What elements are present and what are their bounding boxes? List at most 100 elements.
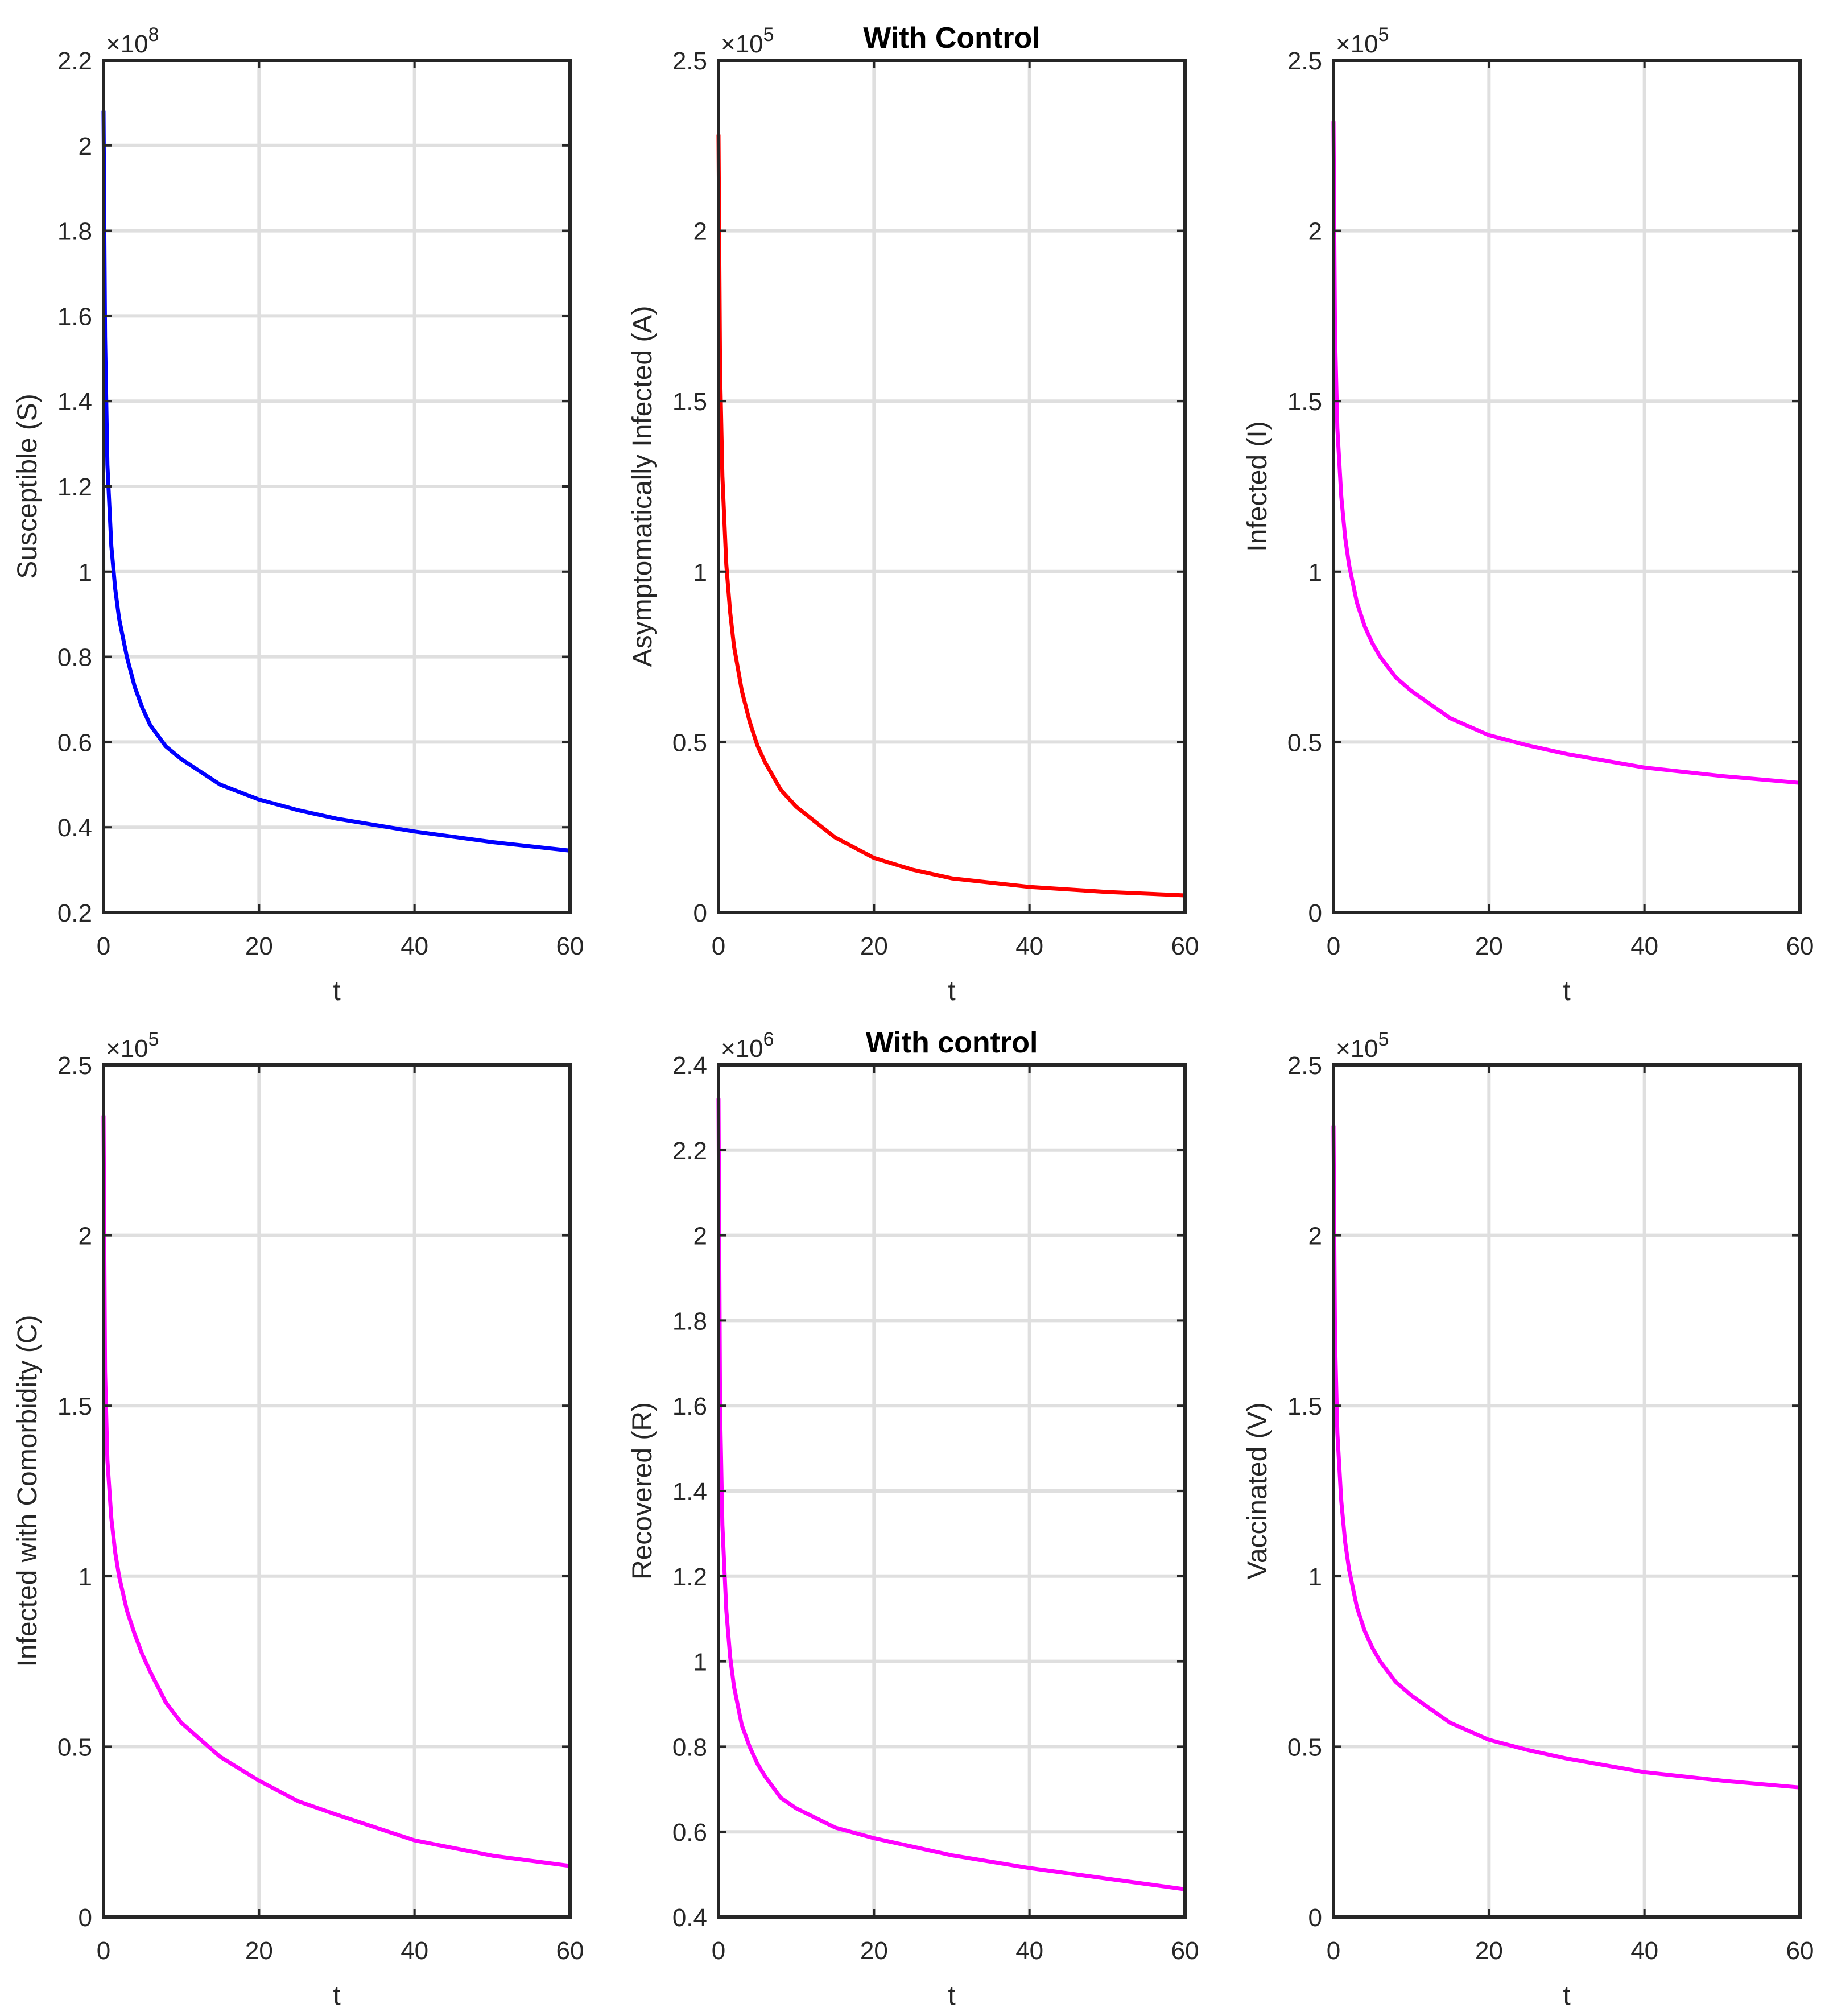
chart2-x-tick-label: 60 [1171, 932, 1199, 960]
chart2-y-tick-label: 0.5 [672, 729, 707, 757]
chart5-y-tick-label: 1 [693, 1649, 707, 1676]
chart3-x-tick-label: 20 [1475, 932, 1503, 960]
chart6-x-tick-label: 60 [1786, 1937, 1814, 1965]
chart3-series-line [1331, 119, 1802, 785]
chart3-y-tick-label: 1 [1308, 559, 1322, 586]
chart5-exponent-base: ×10 [721, 1035, 763, 1063]
chart6-y-label: Vaccinated (V) [1242, 1402, 1273, 1579]
chart5-y-tick-label: 0.8 [672, 1733, 707, 1761]
chart4-x-tick-label: 20 [245, 1937, 273, 1965]
chart1-x-tick-label: 60 [556, 932, 584, 960]
chart1-y-tick-label: 0.6 [57, 729, 92, 757]
chart1-x-tick-label: 20 [245, 932, 273, 960]
chart2-x-tick-label: 0 [712, 932, 725, 960]
chart5-x-tick-label: 20 [860, 1937, 888, 1965]
chart2-plot-area [719, 60, 1185, 912]
chart5-y-label: Recovered (R) [627, 1402, 658, 1580]
chart6-y-tick-label: 2.5 [1287, 1052, 1322, 1080]
chart2-y-tick-label: 1.5 [672, 388, 707, 416]
chart6-y-tick-label: 0 [1308, 1904, 1322, 1932]
chart6-y-exponent: ×105 [1336, 1028, 1389, 1063]
chart1-y-tick-label: 0.2 [57, 899, 92, 927]
chart5-y-tick-label: 0.4 [672, 1904, 707, 1932]
chart1-series-line [101, 109, 572, 853]
chart2-y-exponent: ×105 [721, 24, 774, 58]
chart3-y-tick-label: 2.5 [1287, 47, 1322, 75]
chart4-x-tick-label: 40 [400, 1937, 428, 1965]
chart5-y-tick-label: 1.4 [672, 1478, 707, 1506]
chart5-y-tick-label: 1.6 [672, 1393, 707, 1420]
chart3-y-label: Infected (I) [1242, 421, 1273, 551]
chart2-y-tick-label: 0 [693, 899, 707, 927]
chart6-axes-box [1332, 1063, 1802, 1919]
chart4-x-tick-label: 0 [97, 1937, 110, 1965]
chart5-x-tick-label: 0 [712, 1937, 725, 1965]
chart4-exponent-power: 5 [148, 1028, 159, 1050]
chart5-axes-box [717, 1063, 1187, 1919]
chart6-x-tick-label: 20 [1475, 1937, 1503, 1965]
chart1-axes-box [102, 59, 572, 914]
chart4-y-tick-label: 2 [79, 1222, 92, 1250]
chart4-x-label: t [333, 1981, 340, 2011]
chart3-y-exponent: ×105 [1336, 24, 1389, 58]
chart3-y-tick-label: 2 [1308, 218, 1322, 246]
chart2-exponent-power: 5 [763, 24, 774, 46]
chart4-y-tick-label: 1 [79, 1563, 92, 1591]
chart2-x-tick-label: 40 [1015, 932, 1043, 960]
chart3-x-tick-label: 0 [1327, 932, 1340, 960]
chart2-y-tick-label: 2 [693, 218, 707, 246]
chart2-y-tick-label: 1 [693, 559, 707, 586]
chart5-y-tick-label: 0.6 [672, 1819, 707, 1846]
chart3-axes-box [1332, 59, 1802, 914]
chart4-x-tick-label: 60 [556, 1937, 584, 1965]
chart6-exponent-base: ×10 [1336, 1035, 1378, 1063]
chart4-plot-area [104, 1065, 570, 1917]
chart1-y-tick-label: 1 [79, 559, 92, 586]
chart1-y-exponent: ×108 [106, 24, 159, 58]
chart6-axes: 0 20 40 60 0 0.5 1 1.5 2 2.5 t Vaccinated (V) ×105 [1242, 1028, 1814, 2011]
chart6-x-tick-label: 0 [1327, 1937, 1340, 1965]
chart6-series-line [1331, 1124, 1802, 1790]
chart6-plot-area [1333, 1065, 1800, 1917]
chart2-exponent-base: ×10 [721, 30, 763, 58]
chart5-y-exponent: ×106 [721, 1028, 774, 1063]
chart3-x-label: t [1563, 976, 1570, 1006]
chart3-x-tick-label: 40 [1630, 932, 1658, 960]
chart2-y-tick-label: 2.5 [672, 47, 707, 75]
chart1-exponent-base: ×10 [106, 30, 148, 58]
chart2-axes: 0 20 40 60 0 0.5 1 1.5 2 2.5 t Asymptomatically Inf… [627, 22, 1199, 1006]
chart1-y-tick-label: 0.4 [57, 814, 92, 842]
chart6-y-tick-label: 1.5 [1287, 1393, 1322, 1420]
chart2-x-label: t [948, 976, 955, 1006]
chart4-axes: 0 20 40 60 0 0.5 1 1.5 2 2.5 t Infected with Comorb… [13, 1028, 584, 2011]
chart5-y-tick-label: 2 [693, 1222, 707, 1250]
chart5-title: With control [866, 1026, 1038, 1059]
chart2-axes-box [717, 59, 1187, 914]
chart4-y-tick-label: 0.5 [57, 1733, 92, 1761]
chart6-x-label: t [1563, 1981, 1570, 2011]
chart3-y-tick-label: 0 [1308, 899, 1322, 927]
chart5-axes: 0 20 40 60 0.4 0.6 0.8 1 1.2 1.4 1.6 1.8 2 2.2 2.4 t Rec… [627, 1026, 1199, 2011]
chart2-y-label: Asymptomatically Infected (A) [627, 306, 658, 667]
chart1-y-label: Susceptible (S) [13, 394, 43, 579]
chart3-axes: 0 20 40 60 0 0.5 1 1.5 2 2.5 t Infected (I) ×105 [1242, 24, 1814, 1006]
chart1-x-label: t [333, 976, 340, 1006]
chart5-y-tick-label: 2.4 [672, 1052, 707, 1080]
chart5-y-tick-label: 2.2 [672, 1137, 707, 1165]
chart5-exponent-power: 6 [763, 1028, 774, 1050]
chart4-y-exponent: ×105 [106, 1028, 159, 1063]
chart1-y-tick-label: 1.6 [57, 303, 92, 331]
chart1-y-tick-label: 1.2 [57, 473, 92, 501]
chart1-x-tick-label: 0 [97, 932, 110, 960]
chart3-plot-area [1333, 60, 1800, 912]
chart6-y-tick-label: 0.5 [1287, 1733, 1322, 1761]
chart6-exponent-power: 5 [1378, 1028, 1389, 1050]
chart5-series-line [716, 1097, 1187, 1891]
chart3-x-tick-label: 60 [1786, 932, 1814, 960]
chart2-x-tick-label: 20 [860, 932, 888, 960]
chart6-y-tick-label: 2 [1308, 1222, 1322, 1250]
chart4-y-tick-label: 1.5 [57, 1393, 92, 1420]
chart1-y-tick-label: 2.2 [57, 47, 92, 75]
chart5-y-tick-label: 1.2 [672, 1563, 707, 1591]
chart1-x-tick-label: 40 [400, 932, 428, 960]
